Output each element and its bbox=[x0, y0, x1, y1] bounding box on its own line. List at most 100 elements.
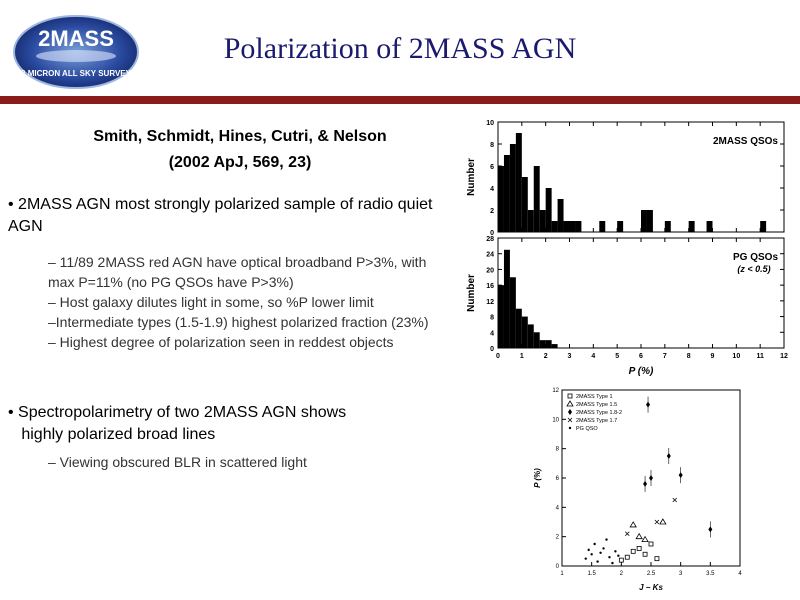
x-tick-label: 3 bbox=[568, 353, 572, 360]
data-point bbox=[590, 553, 593, 556]
x-tick-label: 9 bbox=[711, 353, 715, 360]
y-axis-label: Number bbox=[466, 274, 477, 312]
y-tick-label: 12 bbox=[486, 299, 494, 306]
x-tick-label: 3.5 bbox=[706, 571, 715, 577]
y-tick-label: 4 bbox=[490, 330, 494, 337]
y-tick-label: 2 bbox=[556, 535, 560, 541]
data-point bbox=[659, 518, 667, 525]
y-tick-label: 6 bbox=[556, 476, 560, 482]
data-point bbox=[596, 560, 599, 563]
x-tick-label: 6 bbox=[639, 353, 643, 360]
data-point bbox=[649, 475, 653, 481]
x-tick-label: 1.5 bbox=[587, 571, 596, 577]
legend-entry: 2MASS Type 1.7 bbox=[576, 418, 617, 424]
data-point bbox=[672, 497, 678, 503]
logo-text: 2MASS bbox=[38, 26, 114, 51]
data-point bbox=[708, 526, 713, 533]
legend-marker bbox=[567, 417, 573, 423]
x-tick-label: 8 bbox=[687, 353, 691, 360]
bullet-1-subitems: – 11/89 2MASS red AGN have optical broad… bbox=[48, 252, 448, 352]
histogram-bar bbox=[533, 166, 540, 232]
slide-title: Polarization of 2MASS AGN bbox=[223, 32, 577, 65]
data-point bbox=[629, 521, 637, 528]
y-axis-label: P (%) bbox=[533, 468, 542, 488]
histogram-bar bbox=[539, 340, 546, 348]
legend-entry: 2MASS Type 1.8-2 bbox=[576, 410, 622, 416]
x-tick-label: 1 bbox=[560, 571, 564, 577]
legend-entry: 2MASS Type 1 bbox=[576, 394, 613, 400]
y-tick-label: 8 bbox=[490, 142, 494, 149]
histogram-bar bbox=[706, 221, 713, 232]
histogram-bar bbox=[545, 340, 552, 348]
x-tick-label: 2.5 bbox=[647, 571, 656, 577]
bullet-2: • Spectropolarimetry of two 2MASS AGN sh… bbox=[8, 404, 347, 443]
histogram-bar bbox=[545, 188, 552, 232]
data-point bbox=[624, 554, 630, 560]
data-point bbox=[643, 480, 648, 487]
y-tick-label: 0 bbox=[490, 230, 494, 237]
legend-entry: PG QSO bbox=[576, 426, 598, 432]
data-point bbox=[584, 557, 587, 560]
histogram-bar bbox=[533, 332, 540, 348]
y-tick-label: 4 bbox=[490, 186, 494, 193]
data-point bbox=[630, 548, 636, 554]
y-tick-label: 12 bbox=[552, 388, 559, 394]
subitem: – Highest degree of polarization seen in… bbox=[48, 334, 394, 350]
subitem: – 11/89 2MASS red AGN have optical broad… bbox=[48, 254, 427, 290]
x-tick-label: 10 bbox=[732, 353, 740, 360]
x-tick-label: 5 bbox=[615, 353, 619, 360]
histogram-bar bbox=[509, 144, 516, 232]
logo-subtext: 2 MICRON ALL SKY SURVEY bbox=[21, 69, 132, 78]
x-axis-label: P (%) bbox=[629, 366, 654, 377]
histogram-bar bbox=[527, 210, 534, 232]
histogram-bar bbox=[498, 166, 504, 232]
y-tick-label: 8 bbox=[556, 447, 560, 453]
panel-label: 2MASS QSOs bbox=[713, 136, 778, 147]
y-tick-label: 24 bbox=[486, 252, 494, 259]
histogram-bar bbox=[664, 221, 671, 232]
histogram-bar bbox=[563, 221, 570, 232]
data-point bbox=[608, 556, 611, 559]
y-tick-label: 16 bbox=[486, 283, 494, 290]
x-tick-label: 7 bbox=[663, 353, 667, 360]
data-point bbox=[642, 551, 648, 557]
histogram-bar bbox=[503, 155, 510, 232]
data-point bbox=[602, 547, 605, 550]
histogram-bar bbox=[599, 221, 606, 232]
title-rule bbox=[0, 96, 800, 104]
data-point bbox=[646, 401, 651, 408]
y-tick-label: 20 bbox=[486, 267, 494, 274]
data-point bbox=[678, 472, 683, 479]
data-point bbox=[587, 548, 590, 552]
x-tick-label: 1 bbox=[520, 353, 524, 360]
y-tick-label: 8 bbox=[490, 315, 494, 322]
legend-marker bbox=[567, 393, 573, 399]
data-point bbox=[617, 554, 620, 557]
panel-label: PG QSOs bbox=[733, 252, 778, 263]
data-point bbox=[641, 535, 649, 543]
data-point bbox=[648, 541, 654, 547]
data-point bbox=[636, 545, 642, 551]
bullet-1: • 2MASS AGN most strongly polarized samp… bbox=[8, 196, 433, 235]
y-tick-label: 2 bbox=[490, 208, 494, 215]
x-tick-label: 11 bbox=[756, 353, 764, 360]
data-point bbox=[611, 561, 614, 565]
histogram-bar bbox=[551, 221, 558, 232]
histogram-bar bbox=[557, 199, 564, 232]
data-point bbox=[635, 532, 643, 540]
histogram-bar bbox=[539, 210, 546, 232]
y-tick-label: 6 bbox=[490, 164, 494, 171]
2mass-logo: 2MASS 2 MICRON ALL SKY SURVEY bbox=[13, 15, 139, 89]
x-tick-label: 0 bbox=[496, 353, 500, 360]
x-tick-label: 4 bbox=[738, 571, 742, 577]
histogram-bar bbox=[551, 344, 558, 348]
histogram-bar bbox=[641, 210, 647, 232]
y-tick-label: 10 bbox=[552, 417, 559, 423]
histogram-bar bbox=[521, 177, 528, 232]
citation: Smith, Schmidt, Hines, Cutri, & Nelson (… bbox=[20, 124, 460, 176]
subitem: –Intermediate types (1.5-1.9) highest po… bbox=[48, 314, 429, 330]
y-axis-label: Number bbox=[466, 158, 477, 196]
panel-sublabel: (z < 0.5) bbox=[737, 264, 770, 274]
subitem: – Viewing obscured BLR in scattered ligh… bbox=[48, 454, 307, 470]
